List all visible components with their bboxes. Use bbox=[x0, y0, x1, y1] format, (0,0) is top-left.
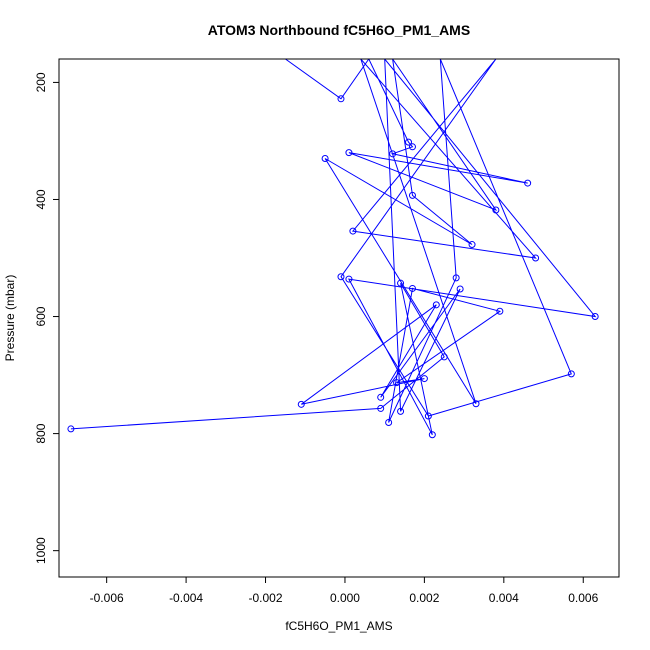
y-axis: 200 400 600 800 1000 bbox=[34, 72, 60, 564]
data-point bbox=[389, 150, 397, 158]
data-point bbox=[591, 313, 599, 321]
x-axis: -0.006 -0.004 -0.002 0.000 0.002 0.004 0.006 bbox=[90, 576, 599, 605]
series-line bbox=[70, 59, 597, 436]
x-tick-label: -0.006 bbox=[90, 591, 124, 605]
plot-frame bbox=[58, 58, 620, 578]
x-tick-label: 0.004 bbox=[489, 591, 519, 605]
data-point bbox=[524, 179, 532, 187]
y-tick-label: 200 bbox=[34, 72, 48, 92]
x-tick-label: -0.002 bbox=[249, 591, 283, 605]
data-point bbox=[424, 412, 432, 420]
data-point bbox=[377, 393, 385, 401]
data-point bbox=[408, 191, 416, 199]
data-point bbox=[496, 307, 504, 315]
data-point bbox=[349, 227, 357, 235]
data-point bbox=[345, 149, 353, 157]
y-tick-label: 400 bbox=[34, 189, 48, 209]
data-point bbox=[428, 431, 436, 439]
data-point bbox=[532, 254, 540, 262]
y-tick-label: 800 bbox=[34, 423, 48, 443]
data-point bbox=[452, 274, 460, 282]
data-point bbox=[468, 241, 476, 249]
data-point bbox=[492, 206, 500, 214]
y-tick-label: 1000 bbox=[34, 537, 48, 564]
x-tick-label: 0.006 bbox=[568, 591, 598, 605]
data-point bbox=[472, 400, 480, 408]
data-point bbox=[397, 279, 405, 287]
x-tick-label: -0.004 bbox=[169, 591, 203, 605]
y-tick-label: 600 bbox=[34, 306, 48, 326]
y-axis-label: Pressure (mbar) bbox=[3, 275, 17, 362]
data-point bbox=[420, 375, 428, 383]
data-point bbox=[405, 138, 413, 146]
data-point bbox=[297, 400, 305, 408]
data-point bbox=[321, 155, 329, 163]
data-point bbox=[397, 407, 405, 415]
chart-title: ATOM3 Northbound fC5H6O_PM1_AMS bbox=[208, 22, 470, 38]
data-point bbox=[567, 370, 575, 378]
data-point bbox=[408, 284, 416, 292]
x-tick-label: 0.002 bbox=[409, 591, 439, 605]
x-tick-label: 0.000 bbox=[330, 591, 360, 605]
data-point bbox=[432, 301, 440, 309]
data-point bbox=[337, 95, 345, 103]
data-point bbox=[345, 275, 353, 283]
data-point bbox=[337, 273, 345, 281]
data-point bbox=[385, 418, 393, 426]
data-point bbox=[67, 425, 75, 433]
data-point bbox=[456, 285, 464, 293]
data-point bbox=[440, 353, 448, 361]
data-point bbox=[393, 379, 401, 387]
plot-area bbox=[67, 59, 599, 439]
data-point bbox=[377, 404, 385, 412]
x-axis-label: fC5H6O_PM1_AMS bbox=[285, 619, 392, 633]
data-point bbox=[408, 143, 416, 151]
